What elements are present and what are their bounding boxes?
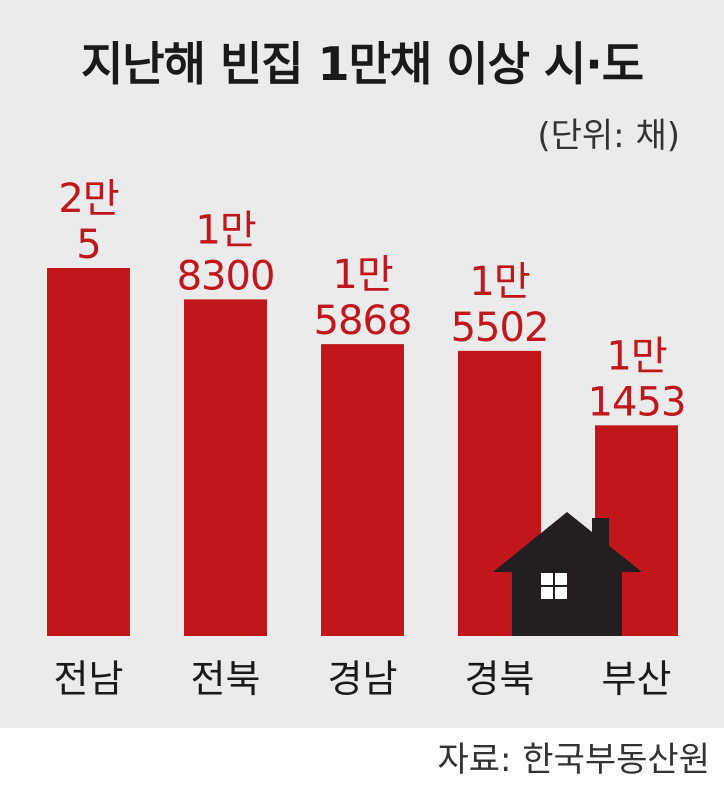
chart-title: 지난해 빈집 1만채 이상 시·도 [80,37,644,91]
data-label: 1만 [332,252,392,298]
source-note: 자료: 한국부동산원 [437,740,710,780]
data-label: 2만 [58,176,118,222]
bar-경남 [321,344,404,636]
house-icon [493,512,642,636]
category-label: 경북 [465,657,535,701]
unit-label: (단위: 채) [537,116,680,156]
category-label: 전남 [54,657,124,701]
category-label: 전북 [191,657,261,701]
data-label: 5 [76,222,100,268]
data-label: 1만 [469,259,529,305]
category-label: 부산 [602,657,672,701]
category-label: 경남 [328,657,398,701]
data-label: 1만 [606,333,666,379]
data-label: 1453 [588,379,686,425]
data-label: 5868 [314,298,412,344]
bar-전북 [184,299,267,636]
data-label: 8300 [177,253,275,299]
bar-전남 [47,268,130,636]
data-label: 1만 [195,207,255,253]
data-label: 5502 [451,305,549,351]
